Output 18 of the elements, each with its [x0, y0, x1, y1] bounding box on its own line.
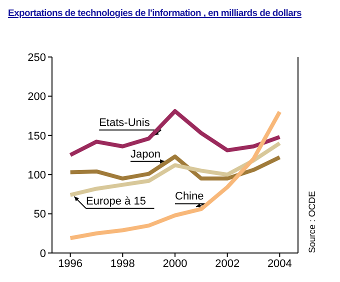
x-tick-label: 1996 [58, 258, 83, 270]
x-tick-label: 2004 [267, 258, 292, 270]
y-tick-label: 200 [28, 91, 46, 104]
line-series [68, 110, 282, 240]
source-note: Source : OCDE [307, 190, 317, 253]
x-tick-label: 2000 [162, 258, 188, 270]
series-label: Europe à 15 [86, 195, 146, 208]
y-tick-label: 0 [40, 248, 46, 260]
chart-title: Exportations de technologies de l'information , en milliards de dollars [8, 8, 302, 19]
y-tick-label: 150 [28, 130, 46, 142]
series-label: Chine [175, 190, 204, 203]
series-label: Japon [130, 148, 160, 160]
y-tick-label: 100 [28, 170, 46, 182]
y-tick-label: 50 [34, 208, 46, 221]
series-label: Etats-Unis [99, 116, 150, 129]
y-tick-label: 250 [28, 52, 46, 64]
x-tick-label: 2002 [215, 258, 240, 270]
x-tick-label: 1998 [110, 258, 135, 270]
